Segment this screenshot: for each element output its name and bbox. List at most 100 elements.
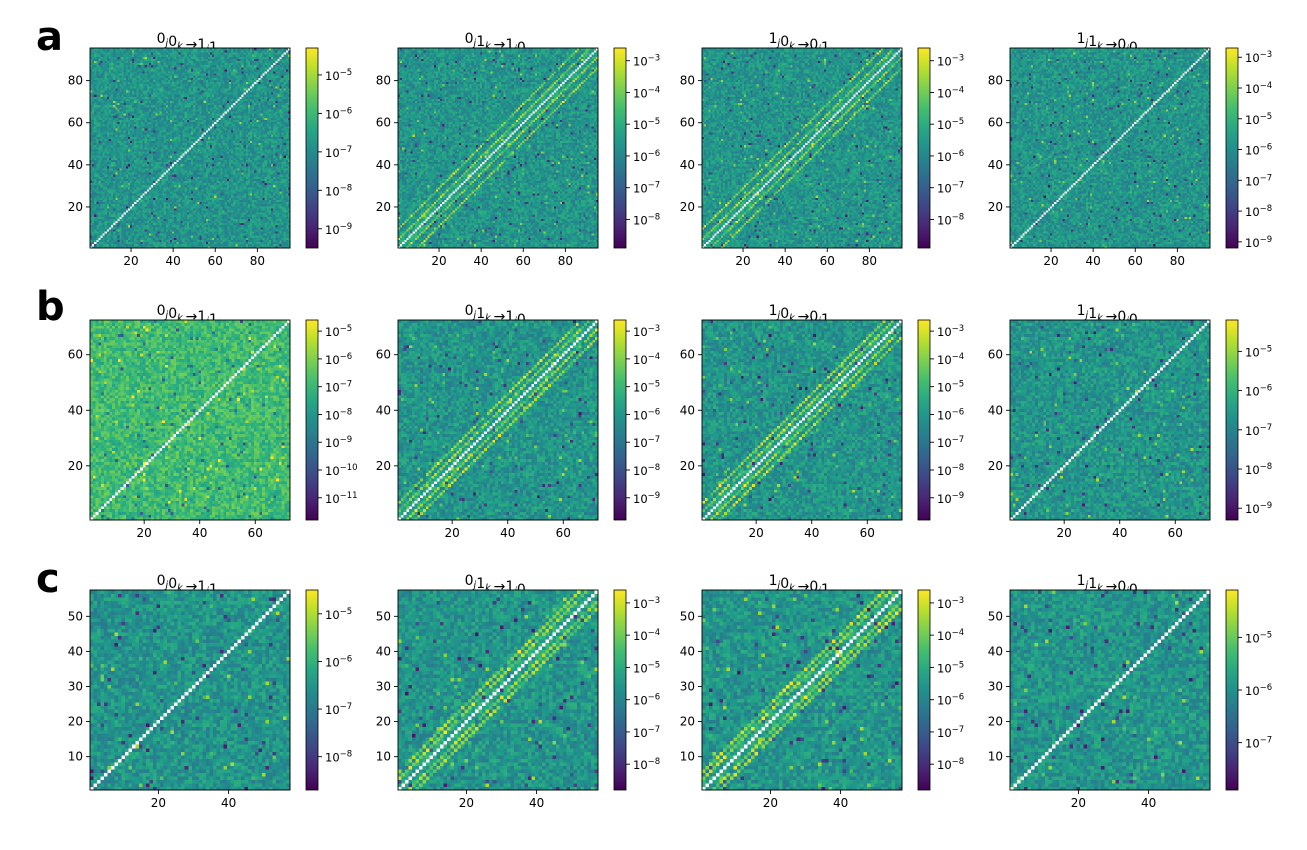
heatmap-cell: [208, 237, 210, 239]
heatmap-cell: [128, 244, 130, 246]
heatmap-cell: [216, 237, 218, 239]
heatmap-cell: [113, 237, 115, 239]
heatmap-cell: [128, 240, 130, 242]
heatmap-cell: [261, 240, 263, 242]
heatmap-cell: [166, 237, 168, 239]
heatmap-cell: [101, 240, 103, 242]
heatmap-cell: [225, 244, 227, 246]
heatmap-cell: [155, 240, 157, 242]
heatmap-cell: [267, 244, 269, 246]
heatmap-cell: [191, 244, 193, 246]
heatmap-cell: [105, 242, 107, 244]
heatmap-cell: [130, 237, 132, 239]
heatmap-cell: [126, 242, 128, 244]
heatmap-cell: [202, 240, 204, 242]
heatmap-cell: [235, 242, 237, 244]
heatmap-cell: [250, 240, 252, 242]
heatmap-cell: [132, 240, 134, 242]
heatmap-cell: [117, 244, 119, 246]
heatmap-cell: [134, 237, 136, 239]
heatmap-cell: [126, 237, 128, 239]
heatmap-cell: [147, 242, 149, 244]
heatmap-cell: [101, 237, 103, 239]
heatmap-cell: [254, 244, 256, 246]
heatmap-cell: [223, 244, 225, 246]
heatmap-cell: [143, 240, 145, 242]
heatmap-cell: [155, 237, 157, 239]
heatmap-cell: [197, 242, 199, 244]
heatmap-cell: [162, 240, 164, 242]
heatmap-cell: [279, 240, 281, 242]
heatmap-cell: [132, 237, 134, 239]
heatmap-cell: [235, 244, 237, 246]
heatmap-cell: [164, 237, 166, 239]
heatmap-cell: [244, 240, 246, 242]
heatmap-cell: [176, 244, 178, 246]
heatmap-cell: [195, 240, 197, 242]
heatmap-cell: [263, 242, 265, 244]
heatmap-cell: [92, 240, 94, 242]
heatmap-cell: [117, 240, 119, 242]
heatmap-cell: [223, 237, 225, 239]
heatmap-cell: [189, 237, 191, 239]
heatmap-cell: [248, 240, 250, 242]
heatmap-cell: [273, 244, 275, 246]
heatmap-cell: [181, 240, 183, 242]
heatmap-cell: [214, 244, 216, 246]
heatmap-cell: [218, 237, 220, 239]
heatmap-cell: [159, 242, 161, 244]
heatmap-cell: [166, 240, 168, 242]
heatmap-cell: [273, 242, 275, 244]
heatmap-cell: [103, 244, 105, 246]
heatmap-cell: [250, 244, 252, 246]
heatmap-cell: [210, 242, 212, 244]
heatmap-cell: [103, 237, 105, 239]
heatmap-cell: [263, 240, 265, 242]
heatmap-cell: [176, 237, 178, 239]
heatmap-cell: [119, 240, 121, 242]
heatmap-cell: [185, 242, 187, 244]
heatmap-cell: [132, 242, 134, 244]
heatmap-cell: [204, 240, 206, 242]
heatmap-cell: [210, 237, 212, 239]
heatmap-cell: [254, 240, 256, 242]
heatmap-cell: [271, 240, 273, 242]
heatmap-cell: [174, 240, 176, 242]
heatmap-cell: [195, 242, 197, 244]
heatmap-cell: [124, 244, 126, 246]
heatmap-cell: [286, 240, 288, 242]
heatmap-cell: [138, 237, 140, 239]
heatmap-cell: [223, 240, 225, 242]
heatmap-cell: [271, 244, 273, 246]
heatmap-cell: [223, 242, 225, 244]
heatmap-cell: [248, 242, 250, 244]
heatmap-grid: 0j0k→1j1k204060802040608010−510−610−710−…: [68, 31, 1272, 810]
heatmap-cell: [254, 242, 256, 244]
heatmap-cell: [265, 244, 267, 246]
heatmap-cell: [176, 242, 178, 244]
heatmap-cell: [246, 244, 248, 246]
heatmap-cell: [221, 242, 223, 244]
heatmap-cell: [145, 244, 147, 246]
heatmap-cell: [193, 237, 195, 239]
heatmap-cell: [141, 242, 143, 244]
heatmap-cell: [208, 244, 210, 246]
heatmap-cell: [92, 244, 94, 246]
heatmap-cell: [98, 237, 100, 239]
heatmap-cell: [159, 244, 161, 246]
heatmap-cell: [269, 244, 271, 246]
heatmap-cell: [172, 242, 174, 244]
heatmap-cell: [229, 240, 231, 242]
heatmap-cell: [147, 240, 149, 242]
heatmap-cell: [162, 237, 164, 239]
heatmap-cell: [145, 242, 147, 244]
heatmap-cell: [189, 240, 191, 242]
heatmap-cell: [221, 244, 223, 246]
heatmap-cell: [284, 242, 286, 244]
panel-label-c: c: [36, 556, 60, 602]
heatmap-cell: [136, 237, 138, 239]
heatmap-cell: [193, 242, 195, 244]
heatmap-cell: [252, 242, 254, 244]
heatmap-cell: [261, 242, 263, 244]
heatmap-cell: [168, 237, 170, 239]
